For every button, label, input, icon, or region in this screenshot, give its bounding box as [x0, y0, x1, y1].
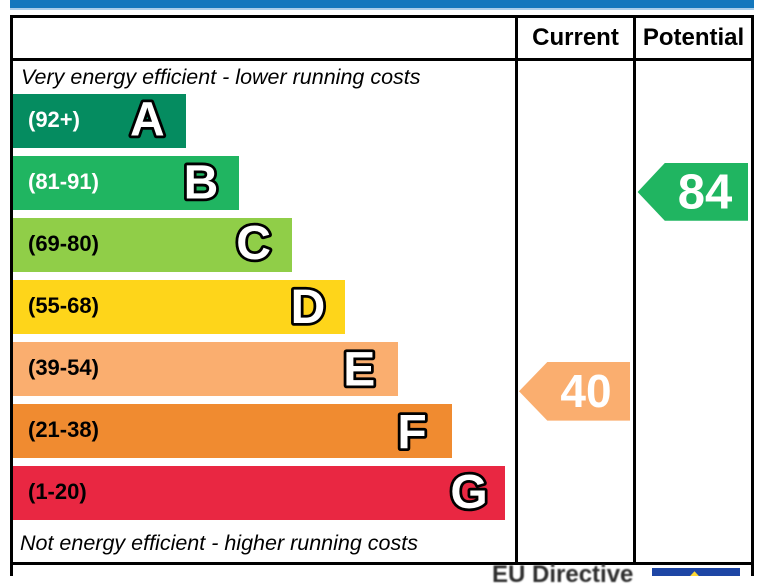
- svg-text:B: B: [184, 156, 219, 209]
- svg-text:C: C: [236, 217, 271, 270]
- svg-text:E: E: [343, 344, 375, 397]
- svg-text:A: A: [130, 94, 165, 147]
- svg-text:F: F: [397, 406, 426, 459]
- svg-text:D: D: [291, 281, 326, 334]
- svg-text:G: G: [450, 466, 487, 519]
- svg-text:40: 40: [560, 365, 611, 417]
- svg-text:84: 84: [678, 165, 733, 219]
